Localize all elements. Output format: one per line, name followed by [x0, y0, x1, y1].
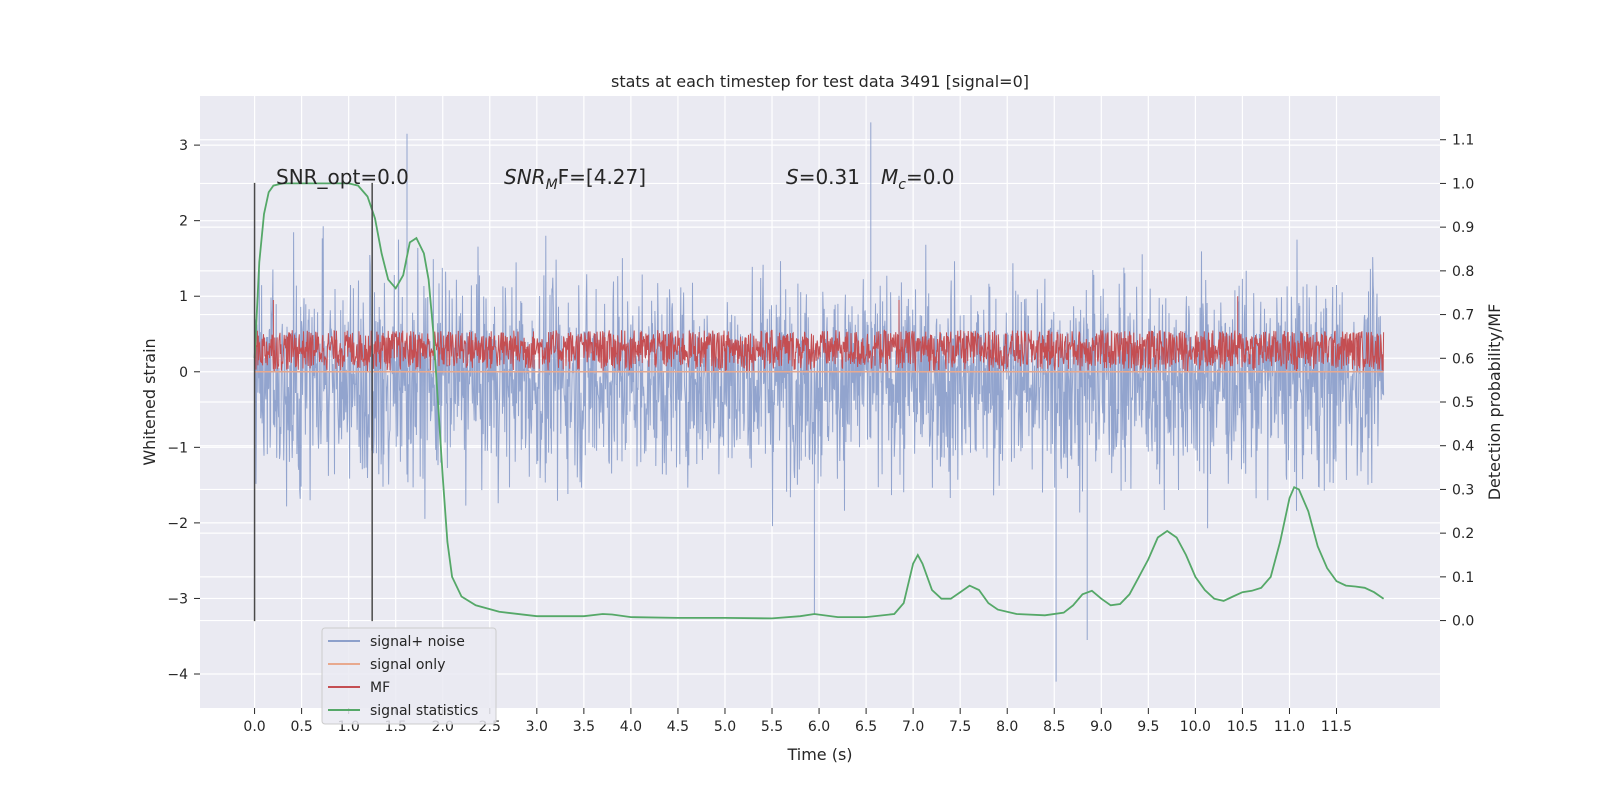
x-tick-label: 9.0 — [1090, 719, 1112, 735]
y2-tick-label: 0.1 — [1452, 570, 1474, 586]
x-tick-label: 3.5 — [573, 719, 595, 735]
y2-tick-label: 0.8 — [1452, 264, 1474, 280]
x-axis-label: Time (s) — [786, 745, 852, 764]
y-tick-label: 1 — [179, 289, 188, 305]
annotation-snr-mf: SNRMF=[4.27] — [504, 165, 646, 193]
legend-label-signal-noise: signal+ noise — [370, 634, 465, 650]
x-tick-label: 9.5 — [1137, 719, 1159, 735]
x-tick-label: 5.5 — [761, 719, 783, 735]
x-tick-label: 3.0 — [526, 719, 548, 735]
y2-tick-label: 0.3 — [1452, 482, 1474, 498]
y-tick-label: −3 — [167, 591, 188, 607]
legend-label-mf: MF — [370, 680, 390, 696]
legend: signal+ noise signal only MF signal stat… — [321, 627, 497, 725]
series-mf — [254, 296, 1385, 372]
x-tick-label: 4.0 — [620, 719, 642, 735]
y2-tick-label: 0.2 — [1452, 526, 1474, 542]
y2-tick-label: 1.0 — [1452, 176, 1474, 192]
y-tick-label: 3 — [179, 138, 188, 154]
series-signal-statistics — [253, 182, 1385, 620]
y2-tick-label: 0.0 — [1452, 614, 1474, 630]
x-tick-label: 6.5 — [855, 719, 877, 735]
x-tick-label: 11.0 — [1274, 719, 1305, 735]
x-tick-label: 0.0 — [243, 719, 265, 735]
vertical-markers — [253, 182, 373, 622]
y-tick-label: 2 — [179, 214, 188, 230]
legend-box — [321, 627, 497, 725]
y2-tick-label: 0.7 — [1452, 308, 1474, 324]
annotation-mc: Mc=0.0 — [881, 165, 955, 193]
x-tick-label: 8.5 — [1043, 719, 1065, 735]
y-tick-label: −2 — [167, 516, 188, 532]
y2-tick-label: 0.9 — [1452, 220, 1474, 236]
y-tick-label: −4 — [167, 667, 188, 683]
x-tick-label: 10.0 — [1180, 719, 1211, 735]
x-tick-label: 0.5 — [290, 719, 312, 735]
y-axis-label: Whitened strain — [140, 338, 159, 465]
series-layer — [253, 122, 1385, 682]
y2-tick-label: 0.5 — [1452, 395, 1474, 411]
x-tick-label: 7.5 — [949, 719, 971, 735]
y2-tick-label: 1.1 — [1452, 133, 1474, 149]
legend-label-signal-statistics: signal statistics — [370, 703, 478, 719]
x-tick-label: 11.5 — [1321, 719, 1352, 735]
chart-title: stats at each timestep for test data 349… — [611, 72, 1029, 91]
x-tick-label: 7.0 — [902, 719, 924, 735]
x-tick-label: 5.0 — [714, 719, 736, 735]
annotation-s: S=0.31 — [786, 165, 860, 189]
legend-label-signal-only: signal only — [370, 657, 445, 673]
axis-ticks: 0.0 0.5 1.0 1.5 2.0 2.5 3.0 3.5 4.0 4.5 5.0 5.5 6.0 6… — [167, 133, 1474, 735]
y-tick-label: −1 — [167, 440, 188, 456]
x-tick-label: 8.0 — [996, 719, 1018, 735]
x-tick-label: 10.5 — [1227, 719, 1258, 735]
annotation-snr-opt: SNR_opt=0.0 — [276, 165, 409, 189]
y2-tick-label: 0.4 — [1452, 439, 1474, 455]
y2-axis-label: Detection probability/MF — [1485, 304, 1504, 501]
x-tick-label: 4.5 — [667, 719, 689, 735]
x-tick-label: 6.0 — [808, 719, 830, 735]
y2-tick-label: 0.6 — [1452, 351, 1474, 367]
y-tick-label: 0 — [179, 365, 188, 381]
